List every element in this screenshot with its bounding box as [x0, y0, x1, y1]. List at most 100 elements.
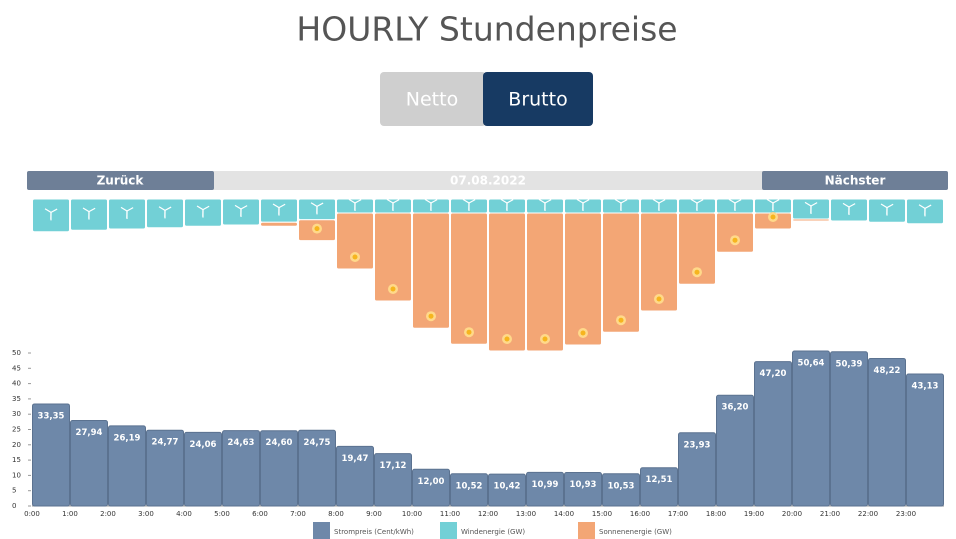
- y-tick-label: 0: [12, 502, 16, 510]
- turbine-blade: [44, 208, 52, 213]
- bar: [716, 394, 754, 507]
- x-tick-label: 1:00: [62, 510, 78, 518]
- x-tick-label: 22:00: [858, 510, 878, 518]
- turbine-blade: [842, 202, 850, 208]
- x-tick-label: 19:00: [744, 510, 764, 518]
- x-tick-label: 15:00: [592, 510, 612, 518]
- bar: [792, 350, 830, 507]
- turbine-blade: [924, 204, 932, 209]
- legend-label: Windenergie (GW): [461, 528, 525, 536]
- date-label: 07.08.2022: [450, 174, 526, 188]
- x-tick-label: 21:00: [820, 510, 840, 518]
- bar: [412, 468, 450, 507]
- value-label: 36,20: [722, 403, 749, 413]
- value-label: 10,42: [494, 482, 521, 492]
- x-tick-label: 7:00: [290, 510, 306, 518]
- brutto-button[interactable]: [483, 72, 593, 126]
- bar: [184, 431, 222, 507]
- value-label: 23,93: [684, 440, 711, 450]
- bar: [336, 212, 374, 270]
- turbine-blade: [120, 206, 128, 212]
- bar: [906, 373, 944, 507]
- turbine-blade: [354, 199, 362, 204]
- bar: [374, 212, 412, 302]
- prev-label[interactable]: Zurück: [97, 174, 145, 188]
- x-tick-label: 16:00: [630, 510, 650, 518]
- sun-icon: [352, 254, 358, 260]
- legend-swatch: [440, 522, 457, 539]
- sun-icon: [314, 226, 320, 232]
- legend-swatch: [313, 522, 330, 539]
- y-tick-label: 45: [12, 364, 21, 372]
- turbine-blade: [310, 202, 318, 207]
- sun-icon: [618, 317, 624, 323]
- bar: [678, 212, 716, 285]
- turbine-blade: [468, 199, 476, 204]
- value-label: 10,53: [608, 481, 635, 491]
- y-tick-label: 25: [12, 426, 21, 434]
- prev-button[interactable]: [27, 171, 214, 190]
- value-label: 24,06: [190, 440, 217, 450]
- y-tick-label: 40: [12, 380, 21, 388]
- x-tick-label: 6:00: [252, 510, 268, 518]
- turbine-blade: [316, 202, 324, 207]
- turbine-blade: [278, 203, 286, 209]
- turbine-blade: [652, 198, 660, 204]
- brutto-label[interactable]: Brutto: [508, 89, 567, 111]
- bar: [640, 467, 678, 507]
- turbine-blade: [126, 207, 134, 212]
- sun-icon: [694, 269, 700, 275]
- turbine-blade: [386, 198, 394, 204]
- turbine-blade: [848, 203, 856, 208]
- y-tick-label: 5: [12, 487, 16, 495]
- turbine-blade: [804, 201, 812, 207]
- bar: [374, 453, 412, 507]
- nav-bar: [27, 171, 948, 190]
- netto-button[interactable]: [380, 72, 486, 126]
- bar: [488, 212, 526, 352]
- sun-icon: [466, 329, 472, 335]
- next-button[interactable]: [762, 171, 948, 190]
- x-tick-label: 0:00: [24, 510, 40, 518]
- turbine-blade: [240, 205, 248, 210]
- x-tick-label: 14:00: [554, 510, 574, 518]
- value-label: 12,51: [646, 475, 673, 485]
- bar: [526, 212, 564, 352]
- x-tick-label: 2:00: [100, 510, 116, 518]
- turbine-blade: [886, 203, 894, 209]
- x-tick-label: 8:00: [328, 510, 344, 518]
- legend-swatch: [578, 522, 595, 539]
- legend-label: Strompreis (Cent/kWh): [334, 528, 414, 536]
- sun-icon: [770, 214, 776, 220]
- turbine-blade: [538, 198, 546, 204]
- x-tick-label: 5:00: [214, 510, 230, 518]
- bar: [222, 430, 260, 507]
- sun-icon: [656, 296, 662, 302]
- turbine-blade: [392, 199, 400, 204]
- turbine-blade: [576, 198, 584, 204]
- y-tick-label: 30: [12, 410, 21, 418]
- turbine-blade: [544, 199, 552, 204]
- netto-label[interactable]: Netto: [406, 89, 458, 111]
- turbine-blade: [50, 208, 58, 213]
- bar: [602, 473, 640, 507]
- value-label: 10,99: [532, 480, 559, 490]
- y-tick-label: 50: [12, 349, 21, 357]
- x-tick-label: 17:00: [668, 510, 688, 518]
- turbine-blade: [88, 207, 96, 213]
- bar: [260, 430, 298, 507]
- bar: [564, 472, 602, 507]
- value-label: 50,39: [836, 359, 863, 369]
- turbine-blade: [234, 204, 242, 210]
- turbine-blade: [506, 199, 514, 204]
- value-label: 17,12: [380, 461, 407, 471]
- bar: [146, 429, 184, 507]
- turbine-blade: [772, 199, 780, 204]
- x-tick-label: 11:00: [440, 510, 460, 518]
- turbine-blade: [500, 198, 508, 204]
- bar: [868, 357, 906, 507]
- value-label: 12,00: [418, 477, 445, 487]
- value-label: 19,47: [342, 454, 369, 464]
- next-label[interactable]: Nächster: [825, 174, 886, 188]
